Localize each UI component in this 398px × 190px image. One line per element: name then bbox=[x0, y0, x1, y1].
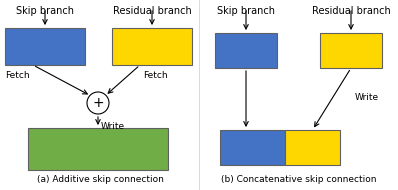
Text: +: + bbox=[92, 96, 104, 110]
Text: (a) Additive skip connection: (a) Additive skip connection bbox=[37, 175, 164, 184]
Bar bbox=[5, 28, 85, 65]
Bar bbox=[285, 130, 340, 165]
Text: (b) Concatenative skip connection: (b) Concatenative skip connection bbox=[221, 175, 377, 184]
Bar bbox=[28, 128, 168, 170]
Text: Fetch: Fetch bbox=[6, 70, 30, 79]
Text: Write: Write bbox=[355, 93, 379, 102]
Bar bbox=[215, 33, 277, 68]
Bar bbox=[320, 33, 382, 68]
Text: Skip branch: Skip branch bbox=[16, 6, 74, 16]
Bar bbox=[112, 28, 192, 65]
Text: Residual branch: Residual branch bbox=[312, 6, 390, 16]
Text: Residual branch: Residual branch bbox=[113, 6, 191, 16]
Circle shape bbox=[87, 92, 109, 114]
Bar bbox=[220, 130, 285, 165]
Text: Skip branch: Skip branch bbox=[217, 6, 275, 16]
Text: Fetch: Fetch bbox=[143, 70, 168, 79]
Text: Write: Write bbox=[101, 122, 125, 131]
